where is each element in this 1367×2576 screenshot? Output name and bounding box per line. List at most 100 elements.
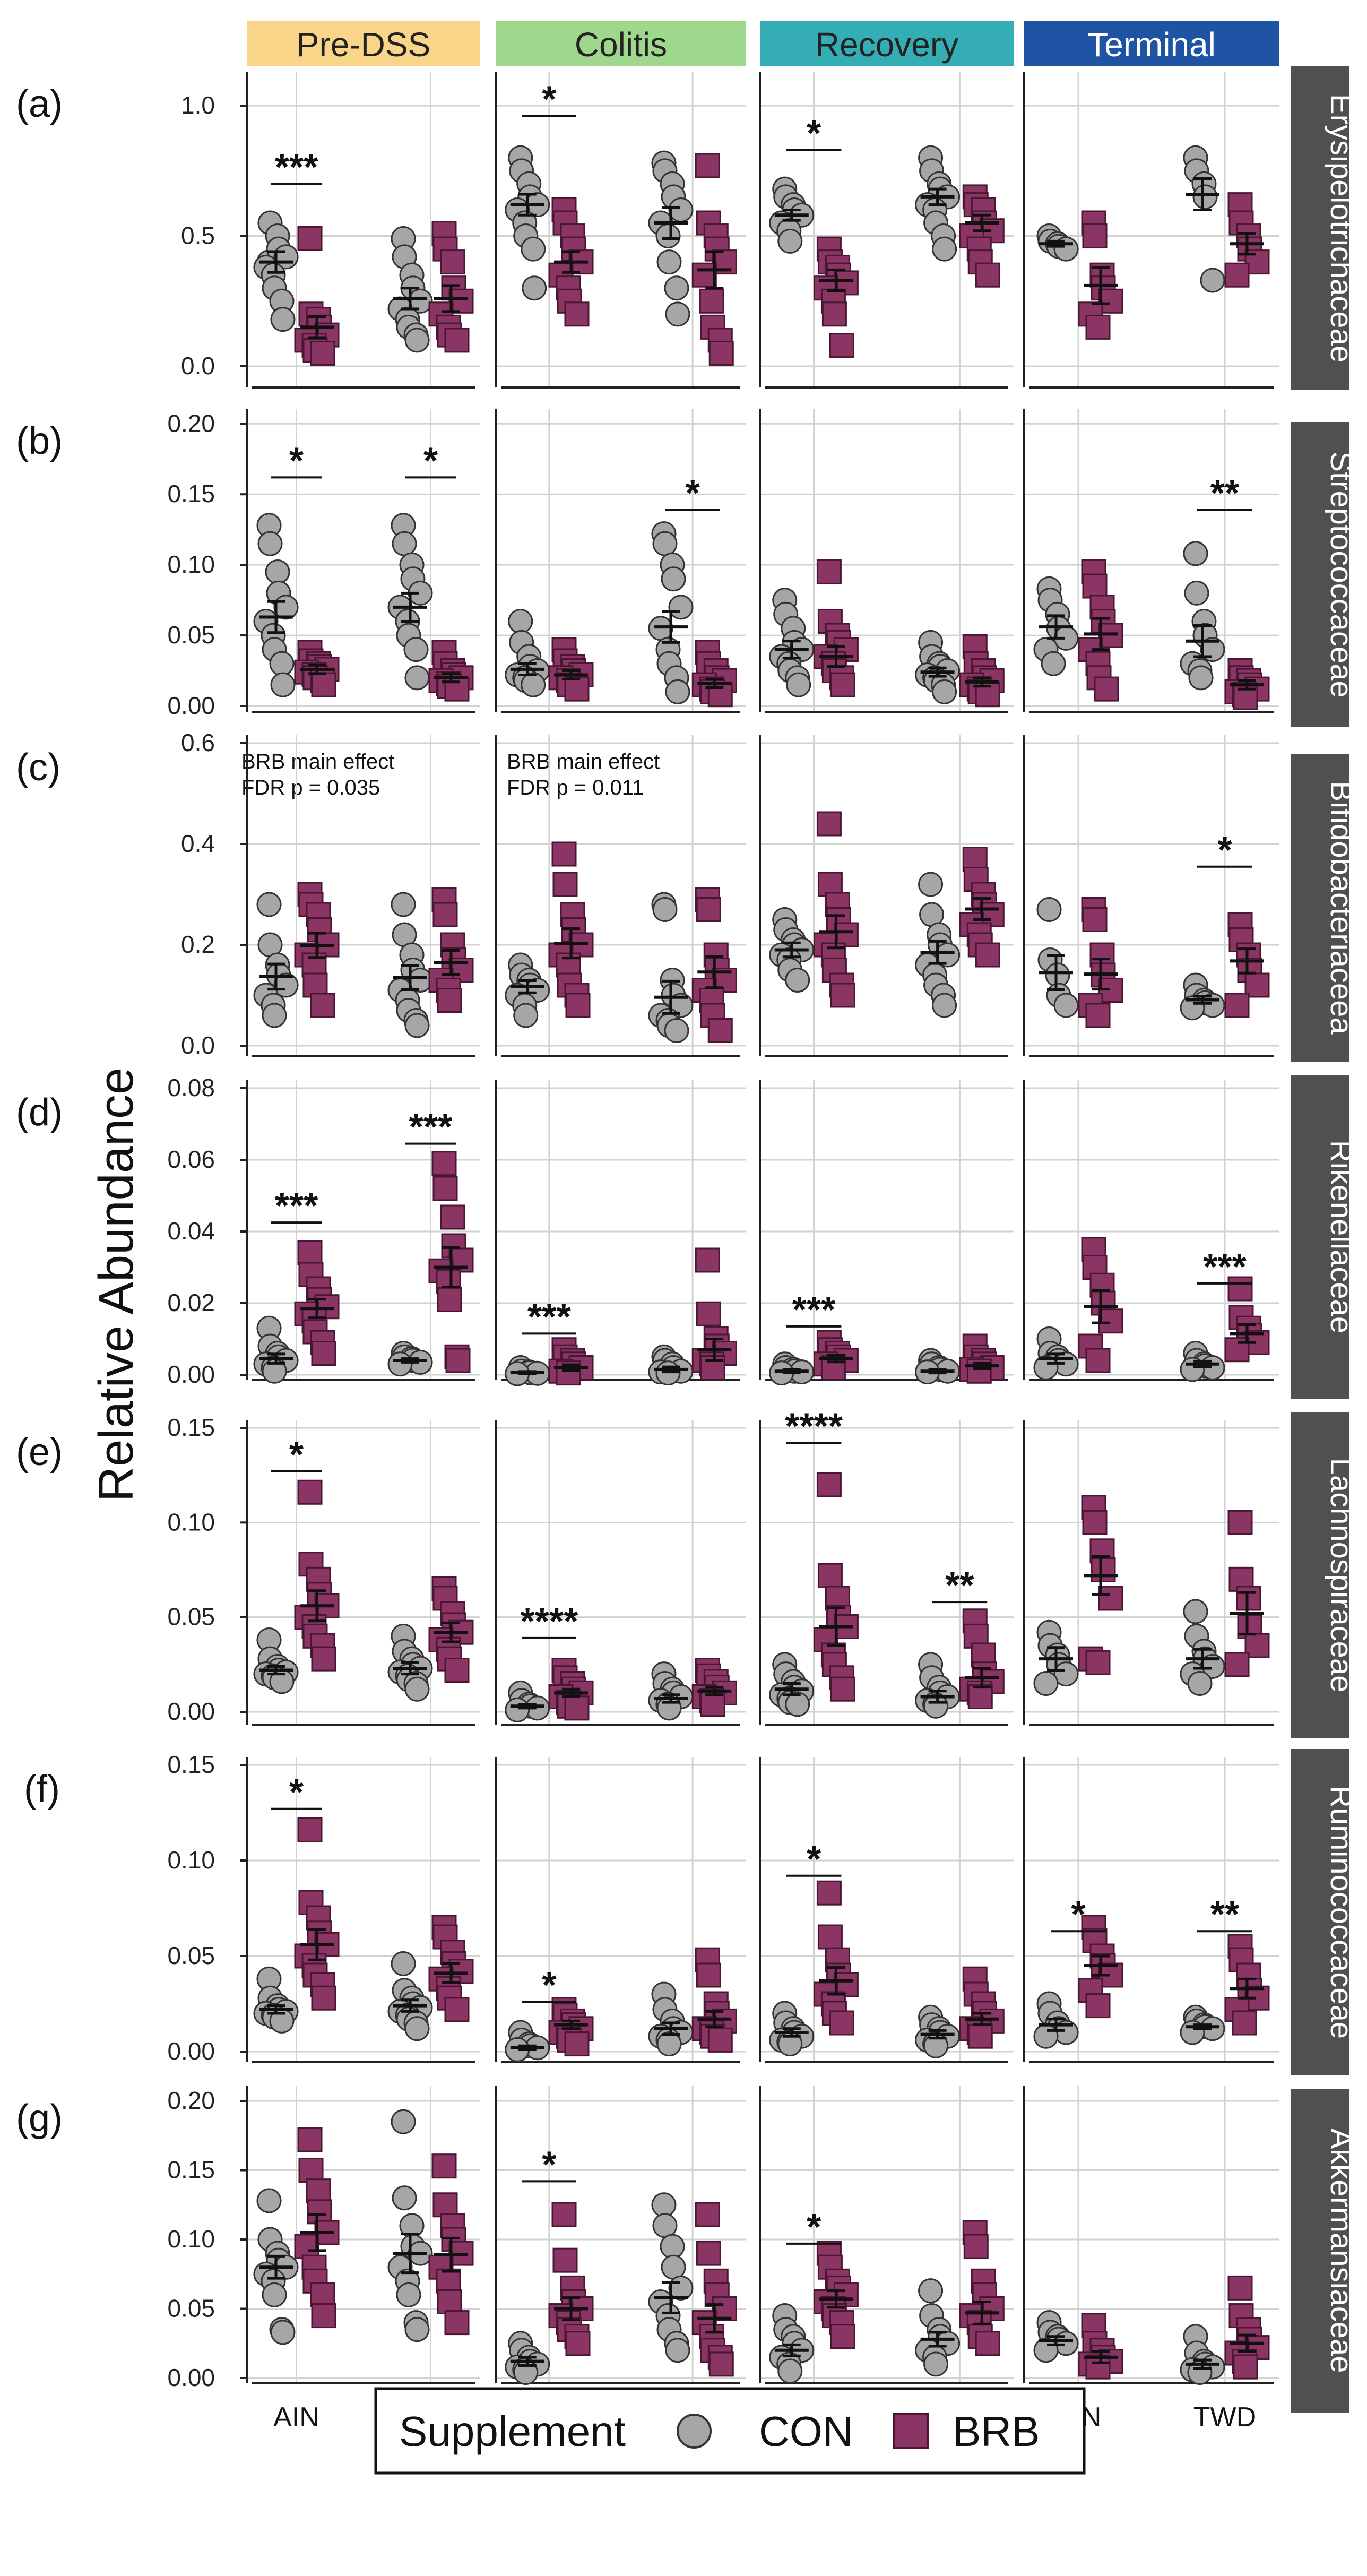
brb-point (294, 2234, 319, 2259)
y-tick-label-0-1: 0.5 (181, 222, 215, 249)
con-point (269, 651, 295, 676)
significance-label: ** (1210, 1893, 1240, 1935)
con-point (265, 559, 290, 584)
y-tick-label-6-3: 0.15 (167, 2156, 215, 2184)
con-point (404, 1013, 430, 1038)
brb-point (1227, 1276, 1253, 1302)
brb-point (1236, 1586, 1261, 1611)
family-strip-0 (1291, 66, 1349, 390)
y-tick-label-3-0: 0.00 (167, 1360, 215, 1388)
brb-point (1232, 2010, 1257, 2036)
panel-row-3: (d)Rikenellaceae0.000.020.040.060.08****… (16, 1074, 1359, 1399)
family-strip-4 (1291, 1412, 1349, 1738)
significance-label: * (807, 113, 821, 154)
con-point (652, 2213, 678, 2238)
legend-brb-label: BRB (953, 2408, 1040, 2455)
family-strip-label-4: Lachnospiraceae (1324, 1458, 1359, 1693)
brb-point (297, 2127, 323, 2152)
con-point (661, 2254, 686, 2280)
con-point (404, 665, 430, 691)
con-point (923, 1693, 949, 1719)
significance-label: * (289, 1434, 304, 1475)
significance-label: * (807, 1838, 821, 1880)
brb-point (437, 2289, 462, 2314)
con-point (1036, 897, 1062, 922)
con-point (932, 993, 957, 1018)
y-tick-label-3-1: 0.02 (167, 1289, 215, 1316)
con-point (521, 672, 546, 697)
y-tick-label-2-0: 0.0 (181, 1031, 215, 1059)
brb-point (696, 1962, 721, 1988)
con-point (1184, 580, 1209, 606)
subplot-6-1: *AINTWD (495, 2086, 746, 2433)
con-point (1183, 541, 1208, 566)
y-tick-label-3-2: 0.04 (167, 1217, 215, 1245)
brb-point (830, 672, 855, 697)
period-header-2 (760, 21, 1014, 66)
brb-point (565, 993, 591, 1018)
con-point (1053, 993, 1079, 1018)
y-tick-label-4-3: 0.15 (167, 1414, 215, 1441)
y-tick-label-0-2: 1.0 (181, 91, 215, 119)
brb-point (816, 1880, 842, 1906)
con-point (656, 2031, 682, 2057)
subplot-6-0: AINTWD (240, 2086, 480, 2433)
brb-point (830, 1676, 855, 1702)
brb-point (310, 340, 335, 366)
y-tick-label-2-2: 0.4 (181, 830, 215, 857)
family-strip-label-5: Ruminococcaceae (1324, 1786, 1359, 2039)
y-tick-label-0-0: 0.0 (181, 352, 215, 380)
significance-label: *** (1203, 1246, 1247, 1287)
con-point (513, 1003, 539, 1028)
con-point (661, 566, 686, 592)
subplot-4-2: ****** (759, 1406, 1014, 1726)
brb-point (817, 1924, 843, 1950)
subplot-3-0: *** *** (240, 1080, 480, 1384)
con-point (1033, 1671, 1059, 1696)
con-point (935, 942, 961, 968)
brb-point (306, 2178, 331, 2204)
brb-point (445, 1348, 471, 1373)
con-point (273, 972, 299, 998)
y-tick-label-1-1: 0.05 (167, 621, 215, 649)
con-point (270, 672, 296, 697)
significance-label: * (289, 1771, 304, 1813)
brb-point (1082, 907, 1108, 932)
brb-point (1094, 676, 1119, 702)
family-strip-1 (1291, 422, 1349, 727)
con-point (1192, 184, 1218, 210)
con-point (668, 595, 694, 620)
note-line-0: BRB main effect (241, 750, 394, 773)
brb-point (1082, 573, 1108, 599)
brb-point (821, 301, 847, 327)
subplot-2-0 (240, 735, 480, 1057)
subplot-1-2 (759, 409, 1014, 713)
brb-point (1085, 2354, 1111, 2380)
significance-label: * (1071, 1893, 1086, 1935)
significance-label: **** (520, 1600, 578, 1642)
brb-point (310, 993, 335, 1018)
brb-point (297, 1817, 323, 1842)
con-point (256, 892, 282, 917)
con-point (660, 2234, 685, 2259)
con-point (665, 679, 690, 704)
period-header-3 (1024, 21, 1279, 66)
y-tick-label-1-3: 0.15 (167, 480, 215, 507)
con-point (652, 531, 678, 556)
brb-point (437, 1287, 462, 1312)
brb-point (695, 2202, 720, 2227)
subplot-4-1: **** (495, 1420, 746, 1726)
legend-brb-marker (893, 2413, 929, 2449)
brb-point (700, 1355, 725, 1380)
family-strip-6 (1291, 2089, 1349, 2413)
con-point (270, 2320, 296, 2345)
brb-point (708, 340, 734, 366)
con-point (404, 328, 430, 353)
brb-point (1085, 1003, 1111, 1028)
brb-point (1085, 1348, 1111, 1373)
y-axis-title: Relative Abundance (89, 1067, 143, 1502)
brb-point (311, 1985, 336, 2011)
note-line-1: FDR p = 0.035 (241, 776, 380, 799)
brb-point (444, 328, 470, 353)
brb-point (564, 301, 590, 327)
